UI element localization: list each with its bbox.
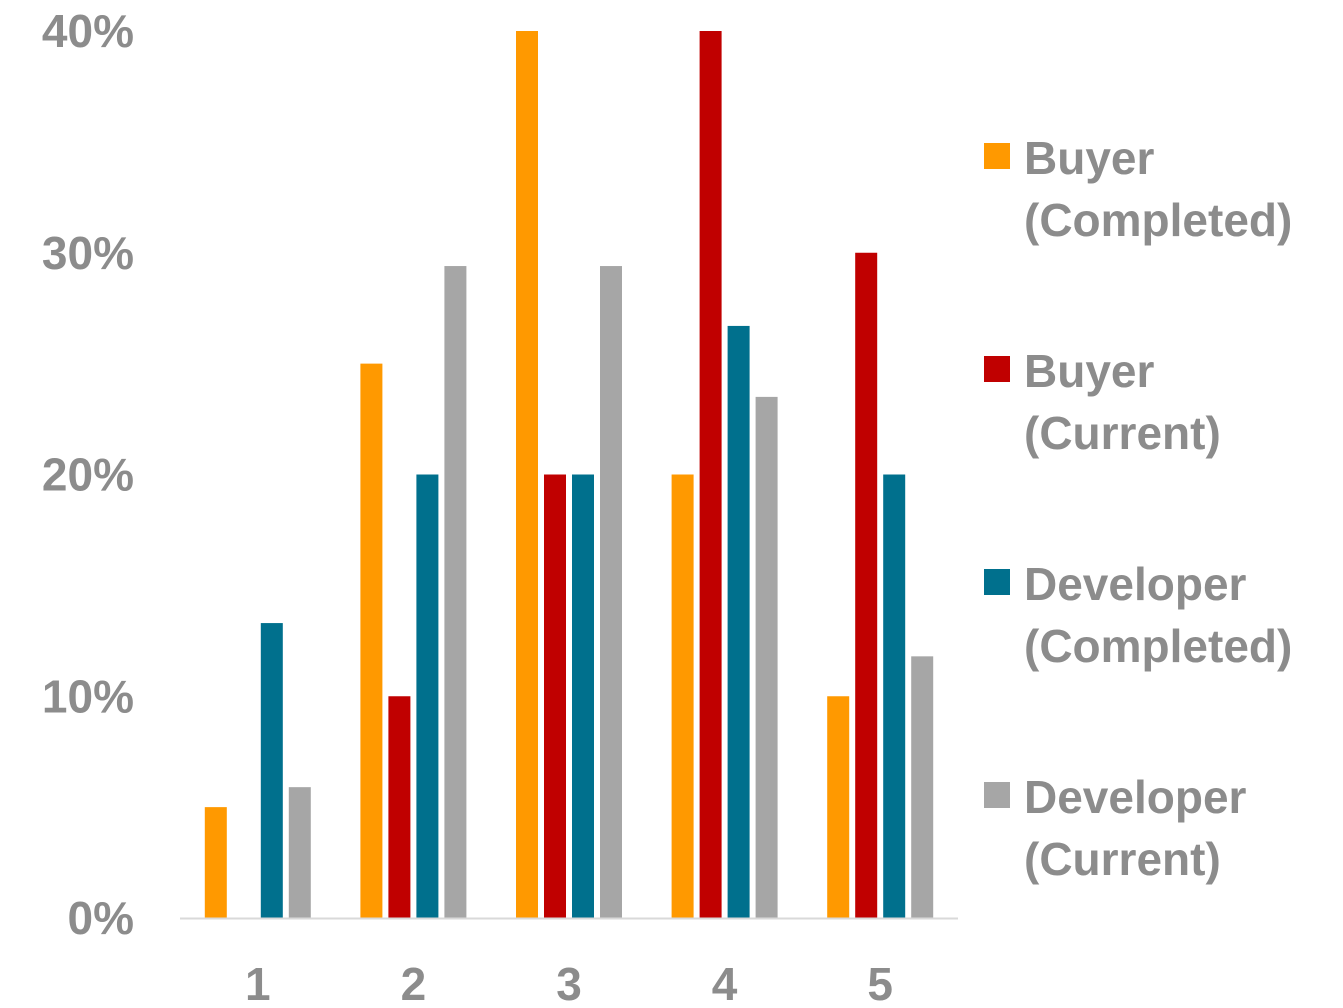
x-tick-label: 5 xyxy=(867,958,893,1008)
y-tick-label: 30% xyxy=(42,227,134,279)
bar xyxy=(600,266,622,918)
legend-label: (Current) xyxy=(1024,407,1221,459)
bar xyxy=(755,396,778,918)
x-tick-label: 3 xyxy=(556,958,582,1008)
legend-item: Developer (Current) xyxy=(984,771,1247,885)
bar xyxy=(727,325,750,918)
y-tick-label: 20% xyxy=(42,449,134,501)
x-tick-label: 1 xyxy=(245,958,271,1008)
legend-swatch xyxy=(984,143,1010,169)
bar xyxy=(883,474,906,918)
bar xyxy=(855,252,878,918)
bar xyxy=(699,31,722,918)
x-tick-label: 2 xyxy=(401,958,427,1008)
legend-label: (Current) xyxy=(1024,833,1221,885)
legend: Buyer (Completed) Buyer (Current) Developer (… xyxy=(984,132,1292,885)
legend-item: Buyer (Current) xyxy=(984,345,1221,459)
y-tick-label: 10% xyxy=(42,670,134,722)
legend-swatch xyxy=(984,569,1010,595)
legend-item: Buyer (Completed) xyxy=(984,132,1292,246)
y-axis-tick-labels: 0% 10% 20% 30% 40% xyxy=(42,5,134,944)
bar xyxy=(516,31,538,918)
bar xyxy=(827,696,850,918)
bar xyxy=(416,474,439,918)
legend-swatch xyxy=(984,356,1010,382)
legend-label: Developer xyxy=(1024,771,1247,823)
x-axis-category-labels: 1 2 3 4 5 xyxy=(245,958,893,1008)
bar xyxy=(572,474,594,918)
legend-item: Developer (Completed) xyxy=(984,558,1292,672)
bar xyxy=(204,807,227,918)
bar xyxy=(288,787,311,918)
bar xyxy=(544,474,566,918)
y-tick-label: 40% xyxy=(42,5,134,57)
bar xyxy=(911,656,934,918)
legend-label: (Completed) xyxy=(1024,194,1292,246)
legend-label: Buyer xyxy=(1024,345,1154,397)
bar xyxy=(444,266,467,918)
bars xyxy=(204,31,934,918)
legend-swatch xyxy=(984,782,1010,808)
x-tick-label: 4 xyxy=(712,958,738,1008)
legend-label: Developer xyxy=(1024,558,1247,610)
legend-label: (Completed) xyxy=(1024,620,1292,672)
bar xyxy=(388,696,411,918)
bar xyxy=(360,363,383,918)
bar xyxy=(260,623,283,918)
bar xyxy=(671,474,694,918)
y-tick-label: 0% xyxy=(68,892,134,944)
legend-label: Buyer xyxy=(1024,132,1154,184)
